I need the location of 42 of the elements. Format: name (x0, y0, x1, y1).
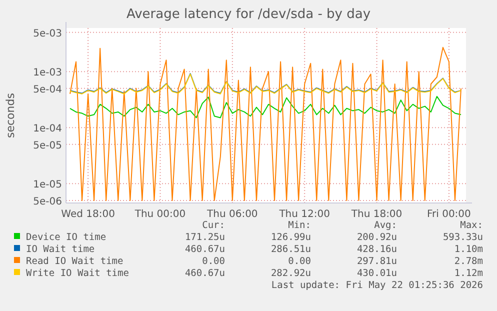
y-tick-label: 5e-03 (33, 28, 62, 40)
y-tick-label: 5e-04 (33, 84, 62, 96)
text: 286.51u (270, 244, 311, 255)
y-tick-label: 5e-06 (33, 196, 62, 208)
text: Last update: Fri May 22 01:25:36 2026 (271, 280, 484, 291)
line-series (70, 96, 462, 118)
text: 430.01u (356, 268, 397, 279)
x-tick-label: Thu 12:00 (278, 209, 330, 220)
text: 1.12m (454, 268, 484, 279)
text: 0.00 (202, 256, 226, 267)
legend-label: Read IO Wait time (26, 256, 124, 267)
x-tick-label: Thu 06:00 (206, 209, 258, 220)
text: Avg: (374, 220, 397, 231)
legend-label: Device IO time (26, 232, 106, 243)
text: 428.16u (356, 244, 397, 255)
text: 1.10m (454, 244, 484, 255)
y-axis-title: seconds (4, 92, 17, 138)
text: 282.92u (270, 268, 311, 279)
legend-label: Write IO Wait time (26, 268, 130, 279)
text: 200.92u (356, 232, 397, 243)
chart-title: Average latency for /dev/sda - by day (126, 7, 371, 22)
text: 460.67u (184, 268, 225, 279)
y-tick-label: 1e-05 (33, 180, 62, 191)
text: 460.67u (184, 244, 225, 255)
text: 593.33u (442, 232, 483, 243)
legend-label: IO Wait time (26, 244, 95, 255)
text: Max: (460, 220, 483, 231)
x-tick-label: Wed 18:00 (61, 209, 115, 220)
text: Min: (288, 220, 311, 231)
line-series (70, 46, 462, 201)
x-tick-label: Thu 00:00 (134, 209, 186, 220)
text: 171.25u (184, 232, 225, 243)
y-tick-label: 1e-04 (33, 124, 62, 135)
x-tick-label: Fri 00:00 (426, 209, 471, 220)
text: Cur: (202, 220, 225, 231)
x-tick-label: Thu 18:00 (350, 209, 402, 220)
text: 0.00 (288, 256, 312, 267)
y-tick-label: 5e-05 (33, 140, 62, 152)
text: 297.81u (356, 256, 397, 267)
text: 126.99u (270, 232, 311, 243)
y-tick-label: 1e-03 (33, 68, 62, 79)
text: 2.78m (454, 256, 484, 267)
